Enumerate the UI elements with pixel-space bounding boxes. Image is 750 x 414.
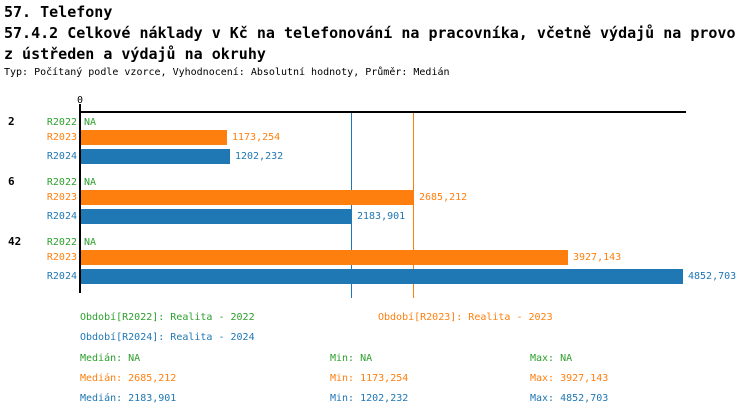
chart-subtitle-line1: 57.4.2 Celkové náklady v Kč na telefonov… xyxy=(4,24,736,42)
legend-item-r2024: Období[R2024]: Realita - 2024 xyxy=(80,332,255,343)
stat-max-r2023: Max: 3927,143 xyxy=(530,373,609,384)
bar-r2023-group-42 xyxy=(81,250,568,265)
series-row-label-r2022: R2022 xyxy=(46,117,77,128)
stat-median-r2023: Medián: 2685,212 xyxy=(80,373,177,384)
series-row-label-r2024: R2024 xyxy=(46,151,77,162)
category-label-42: 42 xyxy=(8,235,22,248)
bar-r2024-group-2 xyxy=(81,149,230,164)
bar-r2024-group-42 xyxy=(81,269,683,284)
bar-value-label: 1173,254 xyxy=(232,132,281,143)
median-line-r2024 xyxy=(351,113,352,298)
page-title: 57. Telefony xyxy=(4,3,113,21)
x-axis-line xyxy=(79,111,686,113)
stat-median-r2022: Medián: NA xyxy=(80,353,141,364)
bar-value-label: 4852,703 xyxy=(688,271,737,282)
na-value-label: NA xyxy=(84,237,97,248)
stat-max-r2022: Max: NA xyxy=(530,353,573,364)
zero-tick-label: 0 xyxy=(76,95,84,106)
y-axis-line xyxy=(79,104,81,293)
bar-value-label: 1202,232 xyxy=(235,151,284,162)
bar-value-label: 2183,901 xyxy=(357,211,406,222)
series-row-label-r2024: R2024 xyxy=(46,211,77,222)
series-row-label-r2022: R2022 xyxy=(46,237,77,248)
na-value-label: NA xyxy=(84,177,97,188)
legend-item-r2023: Období[R2023]: Realita - 2023 xyxy=(378,312,553,323)
median-line-r2023 xyxy=(413,113,414,298)
bar-value-label: 2685,212 xyxy=(419,192,468,203)
series-row-label-r2023: R2023 xyxy=(46,192,77,203)
series-row-label-r2023: R2023 xyxy=(46,132,77,143)
bar-r2024-group-6 xyxy=(81,209,352,224)
category-label-2: 2 xyxy=(8,115,15,128)
bar-r2023-group-2 xyxy=(81,130,227,145)
stat-max-r2024: Max: 4852,703 xyxy=(530,393,609,404)
chart-meta: Typ: Počítaný podle vzorce, Vyhodnocení:… xyxy=(4,67,450,78)
series-row-label-r2023: R2023 xyxy=(46,252,77,263)
na-value-label: NA xyxy=(84,117,97,128)
series-row-label-r2022: R2022 xyxy=(46,177,77,188)
chart-subtitle-line2: z ústředen a výdajů na okruhy xyxy=(4,45,266,63)
category-label-6: 6 xyxy=(8,175,15,188)
stat-min-r2023: Min: 1173,254 xyxy=(330,373,409,384)
stat-median-r2024: Medián: 2183,901 xyxy=(80,393,177,404)
legend-item-r2022: Období[R2022]: Realita - 2022 xyxy=(80,312,255,323)
series-row-label-r2024: R2024 xyxy=(46,271,77,282)
stat-min-r2024: Min: 1202,232 xyxy=(330,393,409,404)
bar-r2023-group-6 xyxy=(81,190,414,205)
bar-value-label: 3927,143 xyxy=(573,252,622,263)
stat-min-r2022: Min: NA xyxy=(330,353,373,364)
